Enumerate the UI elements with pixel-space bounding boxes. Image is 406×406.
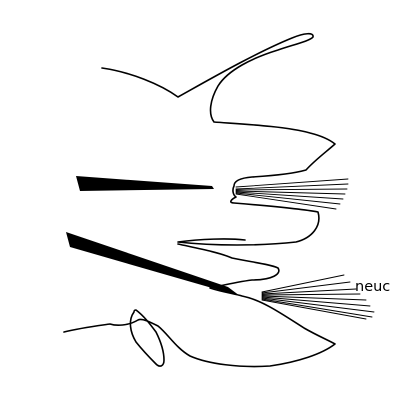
notochaeta	[235, 192, 341, 205]
neurochaeta	[261, 281, 351, 294]
neurochaetae-fan	[261, 274, 375, 320]
notochaeta	[235, 183, 349, 190]
neurochaeta	[261, 298, 373, 318]
neurochaeta	[261, 293, 361, 296]
notochaeta	[235, 178, 349, 188]
notochaetae-fan	[235, 178, 349, 210]
notochaeta	[235, 188, 348, 191]
neurochaeta	[261, 297, 375, 313]
notochaeta	[235, 191, 344, 200]
neurochaeta	[261, 295, 367, 301]
notopodial-aciculum	[76, 176, 214, 191]
neuc-label: neuc	[355, 279, 390, 295]
notochaeta	[235, 193, 337, 210]
neurochaeta	[261, 274, 345, 293]
neuropodial-aciculum	[66, 232, 240, 296]
neurochaeta	[261, 296, 371, 307]
upper-lobe-outline	[101, 32, 336, 246]
notochaeta	[235, 190, 346, 195]
neurochaeta	[261, 299, 367, 320]
neurochaeta	[261, 288, 357, 295]
ventral-cirrus-outline	[129, 309, 165, 367]
lower-lobe-outline	[63, 243, 336, 368]
